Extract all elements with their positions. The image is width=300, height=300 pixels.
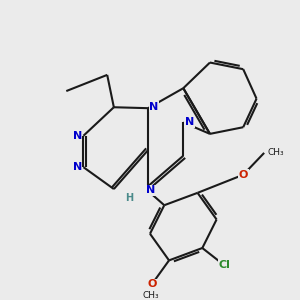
Text: O: O — [238, 170, 248, 180]
Text: N: N — [185, 118, 194, 128]
Text: CH₃: CH₃ — [142, 291, 159, 300]
Text: N: N — [146, 185, 156, 195]
Text: CH₃: CH₃ — [267, 148, 284, 158]
Text: O: O — [147, 279, 157, 289]
Text: H: H — [125, 193, 133, 202]
Text: N: N — [149, 102, 158, 112]
Text: N: N — [73, 131, 82, 141]
Text: N: N — [73, 162, 82, 172]
Text: Cl: Cl — [218, 260, 230, 270]
